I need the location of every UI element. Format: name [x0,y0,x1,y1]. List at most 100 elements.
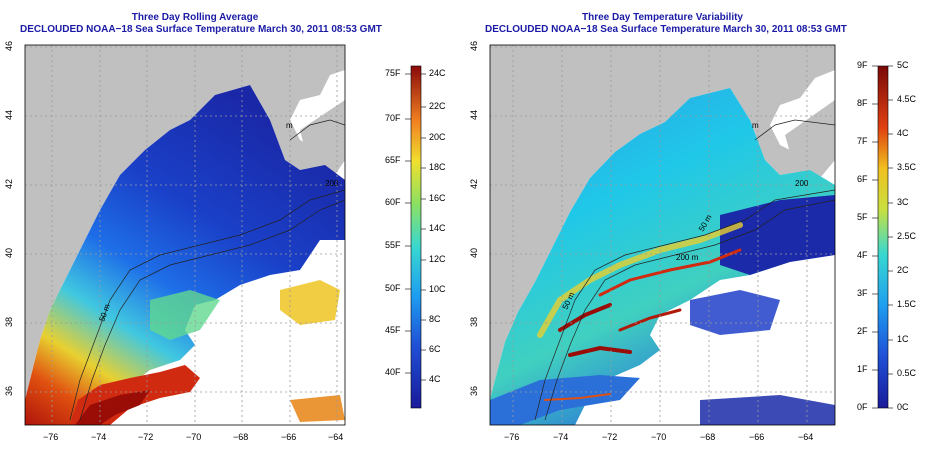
right-cb-f-1: 1F [857,364,868,374]
right-lat-tick-40: 40 [469,247,480,259]
right-map-frame [489,44,836,426]
left-title: Three Day Rolling Average DECLOUDED NOAA… [20,12,382,36]
right-lon-tick-64: −64 [798,432,814,442]
left-lon-tick-66: −66 [281,432,297,442]
left-lat-tick-38: 38 [4,316,15,328]
left-cb-f-75: 75F [385,68,401,78]
left-cb-c-24: 24C [429,68,446,78]
left-orange-patch [290,395,345,422]
left-gulf-stream-core [75,390,150,425]
left-contour-label-200: 200 [325,179,339,188]
right-offshore-low [720,195,835,275]
left-contours [69,119,345,421]
left-lat-tick-42: 42 [4,178,15,190]
right-contour-label-m: m [752,121,759,130]
right-cb-c-1: 1C [897,334,909,344]
right-cb-f-2: 2F [857,326,868,336]
right-offshore-low-3 [700,395,835,425]
right-land-nova-scotia [785,100,835,185]
left-lon-tick-76: −76 [43,432,59,442]
right-cb-c-3-5: 3.5C [897,162,917,172]
right-lon-tick-72: −72 [602,432,618,442]
right-cb-f-0: 0F [857,402,868,412]
left-title-line2: DECLOUDED NOAA−18 Sea Surface Temperatur… [20,24,382,35]
left-contour-label-m: m [286,121,293,130]
right-cb-f-6: 6F [857,174,868,184]
left-cb-c-22: 22C [429,101,446,111]
right-cb-c-2: 2C [897,265,909,275]
left-map [25,45,345,425]
right-grid [490,45,835,425]
left-lat-tick-40: 40 [4,247,15,259]
left-grid [25,45,345,425]
left-title-line1: Three Day Rolling Average [131,12,259,23]
left-cb-f-40: 40F [385,367,401,377]
right-lon-tick-70: −70 [651,432,667,442]
left-lon-tick-74: −74 [91,432,107,442]
right-cb-c-0-5: 0.5C [897,368,917,378]
right-title: Three Day Temperature Variability DECLOU… [485,12,847,36]
right-front-features [537,222,743,401]
right-lon-tick-68: −68 [700,432,716,442]
left-cb-c-18: 18C [429,162,446,172]
right-cb-f-8: 8F [857,98,868,108]
left-lon-tick-68: −68 [233,432,249,442]
right-cb-c-0: 0C [897,402,909,412]
left-cb-f-70: 70F [385,113,401,123]
right-lat-tick-44: 44 [469,109,480,121]
right-lat-tick-42: 42 [469,178,480,190]
left-sst-field [25,85,345,425]
right-lon-tick-74: −74 [553,432,569,442]
right-contour-label-200: 200 [795,179,809,188]
left-cb-f-50: 50F [385,283,401,293]
right-map [490,45,835,425]
left-colorbar-ticks [405,73,426,381]
right-offshore-low-2 [690,290,780,335]
left-cb-c-10: 10C [429,284,446,294]
right-cb-f-4: 4F [857,250,868,260]
right-variability-field [490,88,835,425]
right-cb-f-7: 7F [857,136,868,146]
left-cb-f-45: 45F [385,325,401,335]
right-cb-c-4-5: 4.5C [897,94,917,104]
right-cb-c-5: 5C [897,60,909,70]
left-warm-patch [280,280,340,325]
right-cb-c-2-5: 2.5C [897,231,917,241]
right-contour-label-200m: 200 m [676,253,699,262]
left-cb-f-60: 60F [385,197,401,207]
left-lon-tick-72: −72 [138,432,154,442]
left-cb-c-16: 16C [429,193,446,203]
left-cb-f-65: 65F [385,155,401,165]
right-cb-f-9: 9F [857,60,868,70]
right-cb-c-4: 4C [897,128,909,138]
left-lon-tick-70: −70 [186,432,202,442]
right-cb-c-1-5: 1.5C [897,299,917,309]
right-lat-tick-46: 46 [469,40,480,52]
left-cb-c-20: 20C [429,132,446,142]
left-cb-c-14: 14C [429,223,446,233]
right-cb-f-3: 3F [857,288,868,298]
right-cb-f-5: 5F [857,212,868,222]
right-contours [534,119,835,421]
right-colorbar [877,65,889,409]
right-lat-tick-38: 38 [469,316,480,328]
right-colorbar-ticks [872,65,893,409]
left-lat-tick-36: 36 [4,385,15,397]
right-lon-tick-76: −76 [504,432,520,442]
left-shelf-green [150,290,220,340]
left-cb-c-8: 8C [429,314,441,324]
left-cb-c-6: 6C [429,344,441,354]
left-cb-c-4: 4C [429,374,441,384]
right-land [490,45,835,400]
right-lon-tick-66: −66 [749,432,765,442]
right-lat-tick-36: 36 [469,385,480,397]
left-cb-f-55: 55F [385,240,401,250]
left-colorbar [410,65,422,409]
right-south-band [490,375,640,425]
left-lat-tick-44: 44 [4,109,15,121]
left-lon-tick-64: −64 [328,432,344,442]
left-cb-c-12: 12C [429,254,446,264]
right-title-line2: DECLOUDED NOAA−18 Sea Surface Temperatur… [485,24,847,35]
left-lat-tick-46: 46 [4,40,15,52]
